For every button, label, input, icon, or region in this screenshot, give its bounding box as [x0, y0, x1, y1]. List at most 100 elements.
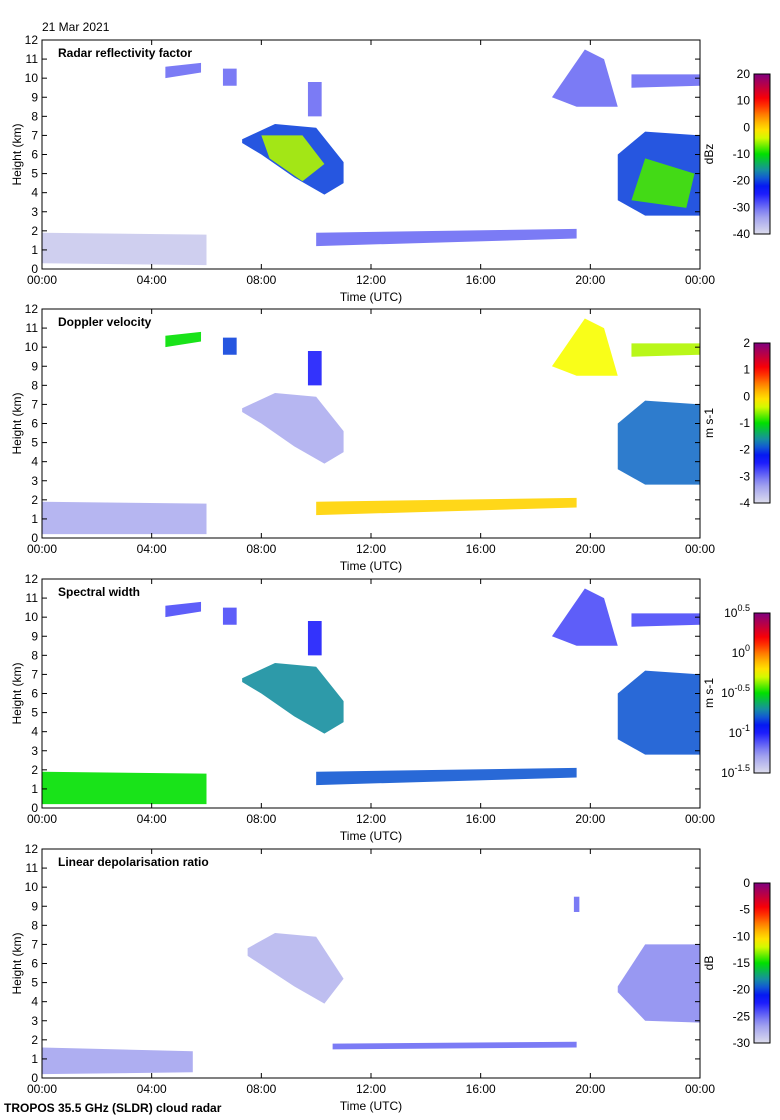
colorbar-label: m s-1: [702, 678, 716, 708]
colorbar-tick-label: -10: [733, 147, 751, 161]
y-tick-label: 3: [31, 1014, 38, 1028]
y-tick-label: 8: [31, 918, 38, 932]
x-tick-label: 04:00: [137, 542, 167, 556]
panel-3: 00:00 04:00 08:00 12:00 16:00 20:00 00:0001234…: [10, 572, 771, 843]
colorbar-tick-label: -5: [739, 903, 750, 917]
x-tick-label: 00:00: [27, 812, 57, 826]
y-tick-label: 0: [31, 531, 38, 545]
y-tick-label: 5: [31, 167, 38, 181]
colorbar: [753, 882, 771, 1044]
tick-base: 10: [721, 686, 735, 700]
x-tick-label: 12:00: [356, 812, 386, 826]
panel-4: 00:00 04:00 08:00 12:00 16:00 20:00 00:0001234…: [10, 842, 771, 1113]
y-tick-label: 8: [31, 378, 38, 392]
echo-region: [551, 49, 618, 107]
panel-title: Doppler velocity: [58, 315, 152, 329]
plot-area: [42, 849, 700, 1078]
y-tick-label: 8: [31, 648, 38, 662]
x-tick-label: 20:00: [575, 273, 605, 287]
tick-base: 10: [729, 726, 743, 740]
tick-exponent: 0.5: [737, 603, 750, 613]
y-tick-label: 12: [25, 572, 39, 586]
x-tick-label: 16:00: [466, 812, 496, 826]
y-tick-label: 10: [25, 610, 39, 624]
colorbar-tick-label: -2: [739, 443, 750, 457]
echo-region: [222, 68, 237, 86]
y-tick-label: 0: [31, 1071, 38, 1085]
y-tick-label: 6: [31, 957, 38, 971]
x-tick-label: 00:00: [685, 542, 715, 556]
echo-region: [222, 337, 237, 355]
y-tick-label: 8: [31, 109, 38, 123]
x-tick-label: 04:00: [137, 1082, 167, 1096]
footer-label: TROPOS 35.5 GHz (SLDR) cloud radar: [4, 1101, 222, 1115]
echo-region: [261, 135, 325, 182]
tick-base: 10: [721, 766, 735, 780]
colorbar-tick-label: 100.5: [724, 603, 750, 620]
echo-region: [42, 232, 207, 266]
x-tick-label: 12:00: [356, 1082, 386, 1096]
y-tick-label: 5: [31, 436, 38, 450]
colorbar-tick-label: -20: [733, 174, 751, 188]
panel-2: 00:00 04:00 08:00 12:00 16:00 20:00 00:0001234…: [10, 302, 771, 573]
y-tick-label: 6: [31, 148, 38, 162]
colorbar-tick-label: 10-1.5: [721, 763, 750, 780]
x-tick-label: 08:00: [246, 812, 276, 826]
y-tick-label: 11: [26, 52, 39, 66]
echo-region: [617, 944, 700, 1023]
y-tick-label: 12: [25, 302, 39, 316]
colorbar-tick-label: -30: [733, 1036, 751, 1050]
y-tick-label: 12: [25, 33, 39, 47]
y-tick-label: 2: [31, 224, 38, 238]
colorbar-tick-label: 100: [732, 643, 750, 660]
x-tick-label: 20:00: [575, 1082, 605, 1096]
echo-region: [551, 318, 618, 376]
echo-region: [165, 601, 202, 618]
x-tick-label: 00:00: [685, 1082, 715, 1096]
colorbar-tick-label: -1: [739, 416, 750, 430]
y-tick-label: 1: [31, 1052, 38, 1066]
y-tick-label: 9: [31, 359, 38, 373]
echo-region: [242, 392, 344, 464]
tick-base: 10: [732, 646, 746, 660]
echo-region: [247, 932, 344, 1004]
echo-region: [307, 620, 322, 656]
colorbar: [753, 612, 771, 774]
panel-title: Linear depolarisation ratio: [58, 855, 209, 869]
colorbar: [753, 73, 771, 235]
y-tick-label: 0: [31, 801, 38, 815]
y-tick-label: 9: [31, 90, 38, 104]
echo-region: [307, 350, 322, 386]
echo-region: [631, 158, 695, 208]
y-tick-label: 1: [31, 512, 38, 526]
y-tick-label: 6: [31, 417, 38, 431]
colorbar-tick-label: -10: [733, 929, 751, 943]
x-axis-label: Time (UTC): [340, 290, 402, 304]
echo-region: [617, 670, 700, 755]
echo-region: [316, 767, 577, 786]
colorbar-tick-label: 20: [737, 67, 751, 81]
y-tick-label: 3: [31, 205, 38, 219]
y-tick-label: 2: [31, 763, 38, 777]
y-tick-label: 7: [31, 397, 38, 411]
x-tick-label: 08:00: [246, 273, 276, 287]
colorbar-tick-label: -30: [733, 200, 751, 214]
echo-region: [631, 74, 700, 88]
y-tick-label: 2: [31, 493, 38, 507]
y-tick-label: 10: [25, 340, 39, 354]
x-tick-label: 04:00: [137, 273, 167, 287]
y-tick-label: 11: [26, 321, 39, 335]
echo-region: [307, 81, 322, 117]
tick-exponent: -0.5: [734, 683, 750, 693]
x-tick-label: 16:00: [466, 273, 496, 287]
echo-region: [631, 613, 700, 627]
x-tick-label: 08:00: [246, 1082, 276, 1096]
y-axis-label: Height (km): [10, 123, 24, 185]
colorbar-tick-label: -40: [733, 227, 751, 241]
tick-exponent: -1: [742, 723, 750, 733]
colorbar-tick-label: -3: [739, 469, 750, 483]
echo-region: [222, 607, 237, 625]
echo-region: [551, 588, 618, 646]
x-tick-label: 16:00: [466, 542, 496, 556]
